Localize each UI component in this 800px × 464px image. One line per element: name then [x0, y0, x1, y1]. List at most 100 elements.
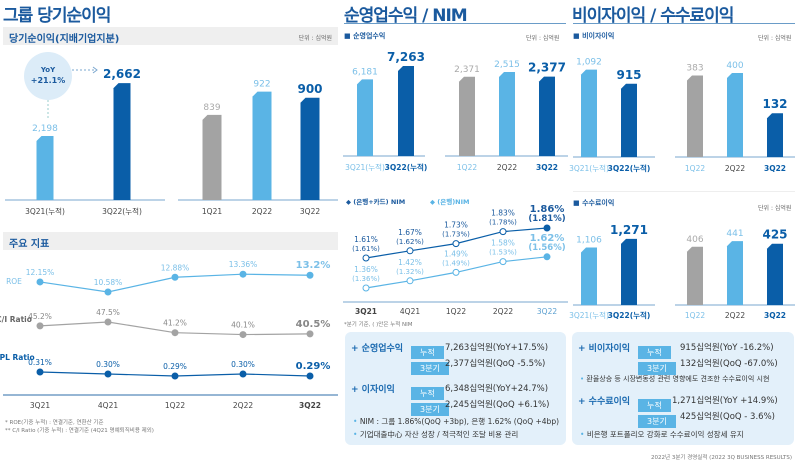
tick-label: 3Q21(누적) — [25, 206, 65, 216]
data-point — [543, 224, 551, 232]
data-point — [239, 331, 247, 339]
data-point — [239, 370, 247, 378]
yoy-bubble — [24, 52, 72, 100]
data-point — [306, 330, 314, 338]
tick-label: 1Q22 — [446, 307, 466, 316]
data-label: 922 — [253, 80, 270, 90]
tick-label: 2Q22 — [493, 307, 513, 316]
tag-quarter: 3분기 — [411, 403, 449, 416]
bullet-text: NIM : 그룹 1.86%(QoQ +3bp), 은행 1.62% (QoQ … — [359, 417, 560, 426]
legend-group-nim: ◆ (은행+카드) NIM — [346, 198, 406, 206]
data-label: 7,263 — [387, 50, 425, 64]
data-label: 441 — [726, 229, 743, 239]
series-name: C/I Ratio — [0, 315, 32, 324]
bullet-text: 비은행 포트폴리오 강화로 수수료이익 성장세 유지 — [586, 430, 744, 439]
data-label: 47.5% — [96, 308, 120, 317]
data-label: 40.1% — [231, 321, 255, 330]
summary-box-non-interest: + 비이자이익 누적 915십억원(YoY -16.2%) 3분기 132십억원… — [572, 332, 794, 445]
bar — [767, 243, 783, 305]
bullet-text: 기업대출中心 자산 성장 / 적극적인 조달 비용 관리 — [359, 430, 519, 439]
legend-label: 수수료이익 — [582, 199, 615, 207]
cumulative-label: (1.49%) — [442, 259, 470, 267]
tick-label: 2Q22 — [497, 163, 517, 172]
tick-label: 1Q21 — [202, 207, 222, 216]
data-label: 1.73% — [444, 221, 468, 230]
section-title: 비이자이익 / 수수료이익 — [572, 6, 734, 26]
data-label: 839 — [203, 103, 220, 113]
data-label: 12.15% — [26, 268, 55, 277]
bar — [621, 83, 637, 157]
divider — [573, 191, 795, 192]
box-value: 132십억원(QoQ -67.0%) — [680, 359, 778, 369]
legend-non-interest: ■ 비이자이익 — [573, 32, 615, 40]
tick-label: 1Q22 — [685, 164, 705, 173]
bar — [687, 75, 703, 157]
tick-label: 3Q21(누적) — [345, 162, 385, 172]
tag-cumulative: 누적 — [411, 346, 444, 359]
bar — [581, 69, 597, 157]
data-label: 1,092 — [576, 58, 602, 68]
data-label: 425 — [762, 228, 787, 242]
cumulative-label: (1.53%) — [489, 249, 517, 257]
bar — [252, 91, 272, 200]
data-label: 12.88% — [161, 263, 190, 272]
kpi-band: 주요 지표 — [3, 232, 338, 250]
series-line — [39, 273, 311, 293]
section-band: 당기순이익(지배기업지분) 단위 : 십억원 — [3, 27, 338, 45]
cumulative-label: (1.32%) — [396, 268, 424, 276]
bar — [202, 114, 222, 200]
data-point — [239, 270, 247, 278]
data-label: 2,662 — [103, 67, 141, 81]
cumulative-label: (1.78%) — [489, 219, 517, 227]
data-point — [362, 254, 370, 262]
box-value: 2,245십억원(QoQ +6.1%) — [445, 400, 550, 410]
box-heading: + 비이자이익 — [578, 344, 631, 354]
bar — [113, 83, 131, 200]
tick-label: 2Q22 — [252, 207, 272, 216]
unit-label: 단위 : 십억원 — [758, 35, 792, 42]
box-value: 6,348십억원(YoY+24.7%) — [445, 384, 549, 394]
cumulative-label: (1.73%) — [442, 231, 470, 239]
data-point — [36, 368, 44, 376]
footnote: *분기 기준, ( )안은 누적 NIM — [344, 322, 413, 328]
divider — [573, 23, 795, 24]
data-label: 0.29% — [163, 362, 187, 371]
data-label: 13.2% — [296, 260, 331, 271]
bar — [398, 65, 414, 156]
box-value: 1,271십억원(YoY +14.9%) — [672, 396, 778, 406]
data-label: 1.83% — [491, 209, 515, 218]
bar — [621, 238, 637, 305]
data-label: 0.31% — [28, 358, 52, 367]
tick-label: 2Q22 — [233, 401, 253, 410]
tag-quarter: 3분기 — [638, 362, 676, 375]
bar — [36, 136, 54, 200]
footnote: * ROE(기중 누적) : 연결기준, 연환산 기준 — [5, 420, 104, 426]
bar — [727, 73, 743, 157]
cumulative-label: (1.61%) — [352, 245, 380, 253]
data-label: 0.30% — [96, 360, 120, 369]
data-point — [452, 268, 460, 276]
series-line — [39, 371, 311, 377]
data-point — [36, 278, 44, 286]
box-value: 425십억원(QoQ - 3.6%) — [680, 412, 775, 422]
box-heading: + 순영업수익 — [351, 344, 404, 354]
series-line — [365, 227, 548, 259]
series-line — [39, 321, 311, 336]
unit-label: 단위 : 십억원 — [526, 35, 560, 42]
tick-label: 3Q21 — [30, 401, 50, 410]
series-name: NPL Ratio — [0, 353, 35, 362]
data-label: 1.86% — [530, 204, 565, 215]
data-point — [171, 372, 179, 380]
tick-label: 3Q22 — [764, 164, 786, 173]
legend-fee: ■ 수수료이익 — [573, 199, 615, 207]
cumulative-label: (1.81%) — [528, 214, 565, 224]
bar — [581, 247, 597, 305]
tick-label: 3Q22(누적) — [385, 162, 428, 172]
tick-label: 3Q21(누적) — [569, 310, 609, 320]
cumulative-label: (1.36%) — [352, 275, 380, 283]
box-heading: + 이자이익 — [351, 385, 395, 395]
data-label: 45.2% — [28, 312, 52, 321]
tag-cumulative: 누적 — [638, 346, 671, 359]
data-point — [452, 240, 460, 248]
data-label: 0.30% — [231, 360, 255, 369]
